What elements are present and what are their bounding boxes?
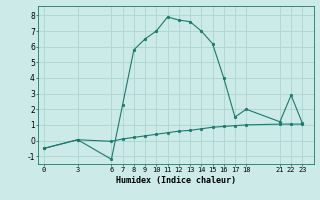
X-axis label: Humidex (Indice chaleur): Humidex (Indice chaleur) bbox=[116, 176, 236, 185]
